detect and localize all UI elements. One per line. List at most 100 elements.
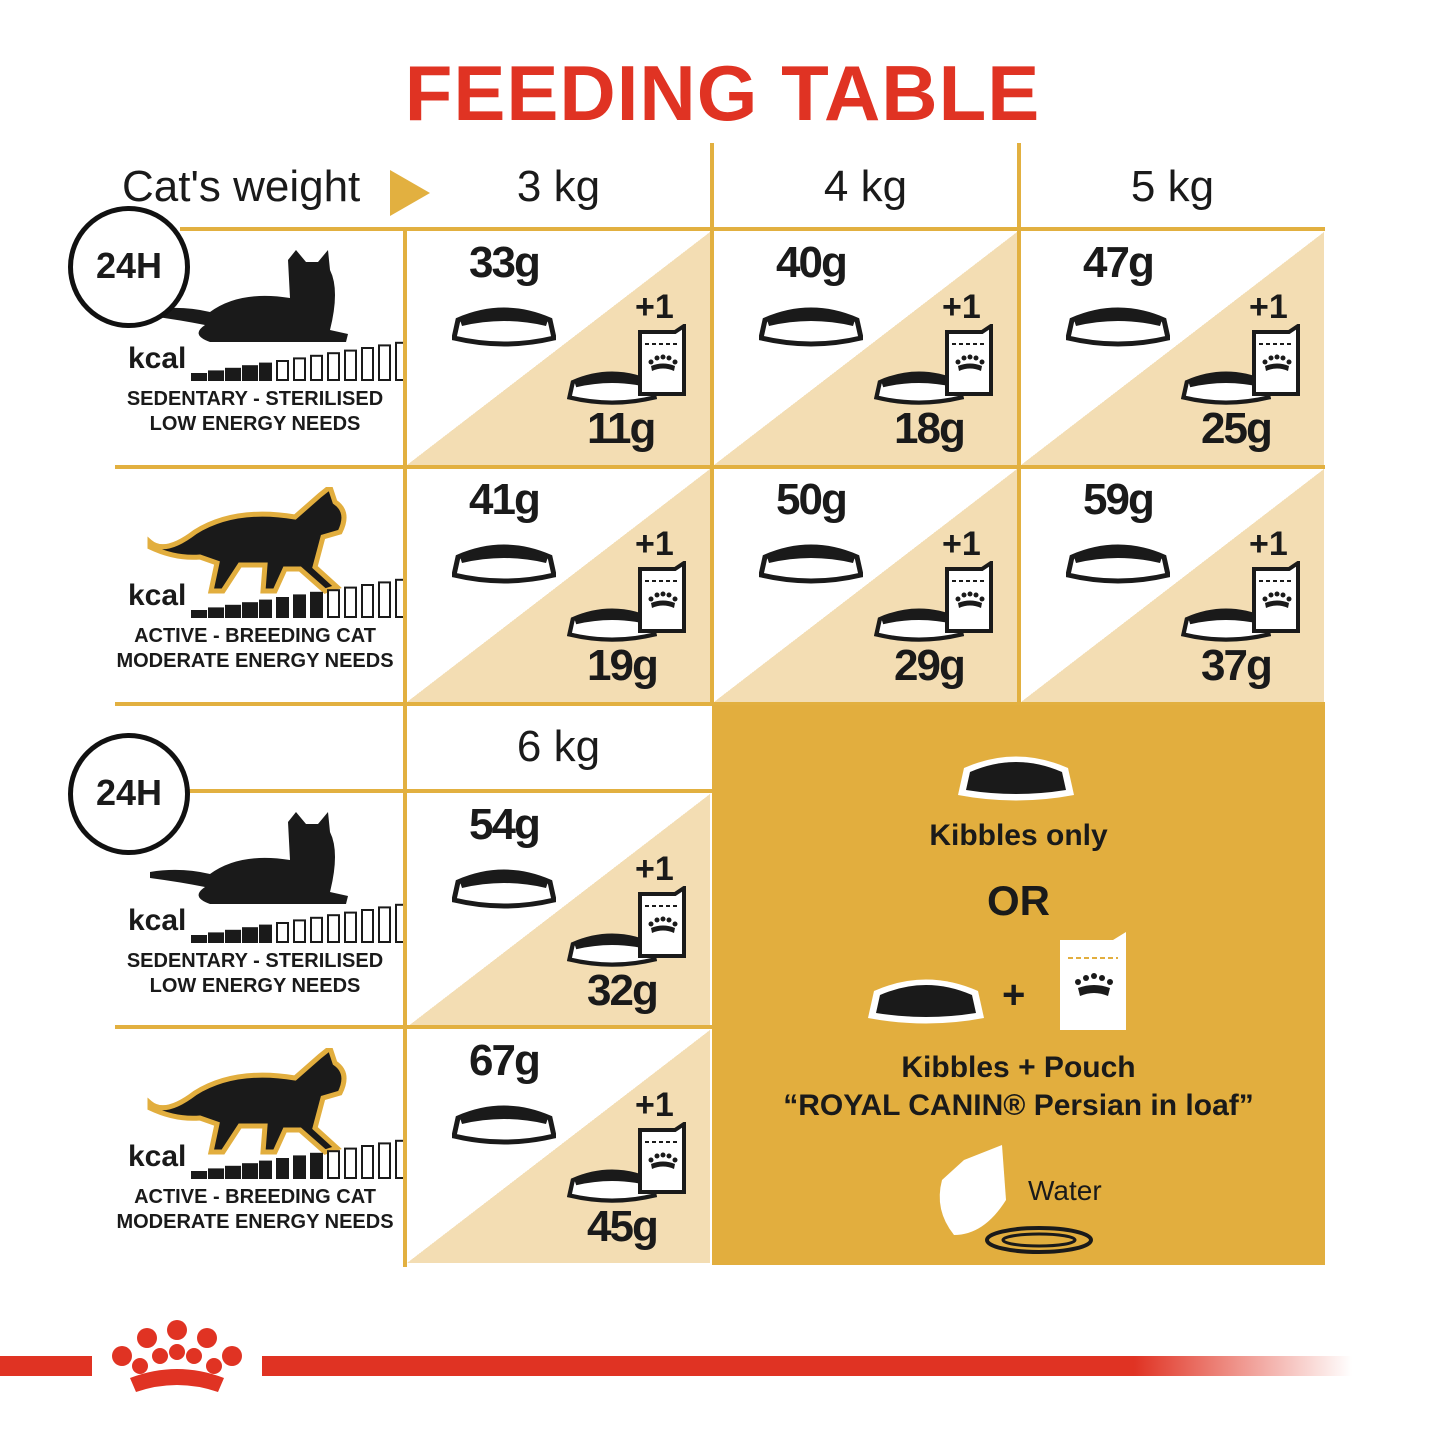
- profile-line2: MODERATE ENERGY NEEDS: [116, 1211, 394, 1233]
- weight-4kg: 4 kg: [823, 162, 908, 211]
- kcal-label: kcal: [128, 579, 187, 612]
- water-label: Water: [1028, 1175, 1102, 1206]
- grid-line: [115, 702, 1325, 706]
- plus-label: +: [1002, 973, 1026, 1017]
- kcal-label: kcal: [128, 1140, 187, 1173]
- kibble-bowl-icon: [451, 1092, 557, 1151]
- kibbles-with-pouch-amount: 25g: [1201, 404, 1273, 453]
- grid-line: [180, 227, 1325, 231]
- profile-line1: ACTIVE - BREEDING CAT: [134, 1186, 376, 1208]
- kibbles-with-pouch-amount: 32g: [587, 966, 659, 1015]
- kcal-label: kcal: [128, 904, 187, 937]
- weight-5kg: 5 kg: [1130, 162, 1215, 211]
- footer-red-line: [0, 1356, 92, 1376]
- cats-weight-label: Cat's weight: [122, 162, 361, 211]
- grid-line: [115, 465, 1325, 469]
- water-bowl-icon: [939, 1145, 1093, 1254]
- arrow-right-icon: [390, 170, 430, 216]
- pouch-icon: [637, 1120, 687, 1199]
- weight-3kg: 3 kg: [516, 162, 601, 211]
- plus-one-pouch: +1: [635, 1086, 674, 1124]
- walking-cat-icon: [145, 482, 355, 602]
- plus-one-pouch: +1: [635, 850, 674, 888]
- profile-line2: LOW ENERGY NEEDS: [149, 413, 361, 435]
- kibble-bowl-icon: [868, 979, 984, 1024]
- pouch-icon: [1251, 559, 1301, 638]
- kibbles-with-pouch-amount: 19g: [587, 641, 659, 690]
- kibbles-only-amount: 54g: [469, 800, 541, 849]
- kibble-bowl-icon: [1180, 597, 1272, 648]
- page-title: FEEDING TABLE: [404, 49, 1041, 137]
- grid-line: [1017, 143, 1021, 705]
- kibble-bowl-icon: [873, 360, 965, 411]
- profile-active: kcal ACTIVE - BREEDING CAT MODERATE ENER…: [110, 467, 425, 700]
- feeding-cell: 67g +1 45g: [407, 1030, 710, 1263]
- kibble-bowl-icon: [566, 597, 658, 648]
- kibble-bowl-icon: [1065, 531, 1171, 590]
- kibbles-with-pouch-amount: 11g: [587, 404, 656, 453]
- kibble-bowl-icon: [873, 597, 965, 648]
- pouch-icon: [944, 322, 994, 401]
- kibbles-only-amount: 67g: [469, 1036, 541, 1085]
- kibbles-only-amount: 59g: [1083, 475, 1155, 524]
- kibbles-pouch-label: Kibbles + Pouch: [901, 1051, 1136, 1084]
- profile-active: kcal ACTIVE - BREEDING CAT MODERATE ENER…: [110, 1028, 425, 1261]
- feeding-cell: 59g +1 37g: [1021, 469, 1324, 702]
- kibbles-with-pouch-amount: 37g: [1201, 641, 1273, 690]
- feeding-cell: 33g +1 11g: [407, 232, 710, 465]
- profile-line1: ACTIVE - BREEDING CAT: [134, 625, 376, 647]
- pouch-icon: [637, 884, 687, 963]
- lying-cat-icon: [150, 250, 360, 350]
- grid-line: [115, 789, 712, 793]
- energy-bars-icon: [190, 575, 450, 624]
- pouch-icon: [1251, 322, 1301, 401]
- kibbles-only-amount: 50g: [776, 475, 848, 524]
- kibble-bowl-icon: [566, 922, 658, 973]
- kibble-bowl-icon: [758, 294, 864, 353]
- kibbles-only-amount: 41g: [469, 475, 541, 524]
- plus-one-pouch: +1: [635, 525, 674, 563]
- grid-line: [710, 143, 714, 705]
- grid-line: [115, 1025, 712, 1029]
- kibble-bowl-icon: [566, 360, 658, 411]
- lying-cat-icon: [150, 812, 360, 912]
- clock-24h-icon: 24H: [68, 733, 190, 855]
- kibble-bowl-icon: [451, 856, 557, 915]
- pouch-icon: [637, 559, 687, 638]
- plus-one-pouch: +1: [942, 525, 981, 563]
- kibbles-with-pouch-amount: 45g: [587, 1202, 659, 1251]
- kibbles-with-pouch-amount: 18g: [894, 404, 966, 453]
- pouch-icon: [1060, 932, 1126, 1030]
- plus-one-pouch: +1: [1249, 525, 1288, 563]
- feeding-cell: 50g +1 29g: [714, 469, 1017, 702]
- feeding-cell: 40g +1 18g: [714, 232, 1017, 465]
- legend-panel: Kibbles only OR + Kibbles + Pouch “ROYAL…: [712, 705, 1325, 1265]
- plus-one-pouch: +1: [1249, 288, 1288, 326]
- profile-sedentary: kcal SEDENTARY - STERILISED LOW ENERGY N…: [110, 792, 425, 1025]
- kibbles-with-pouch-amount: 29g: [894, 641, 966, 690]
- plus-one-pouch: +1: [635, 288, 674, 326]
- plus-one-pouch: +1: [942, 288, 981, 326]
- or-label: OR: [987, 877, 1050, 924]
- kibble-bowl-icon: [451, 294, 557, 353]
- profile-line2: LOW ENERGY NEEDS: [149, 975, 361, 997]
- grid-line: [403, 230, 407, 1267]
- profile-line1: SEDENTARY - STERILISED: [126, 388, 384, 410]
- kibble-bowl-icon: [1180, 360, 1272, 411]
- pouch-icon: [637, 322, 687, 401]
- energy-bars-icon: [190, 338, 450, 387]
- kibbles-only-label: Kibbles only: [929, 819, 1108, 852]
- kibbles-only-amount: 33g: [469, 238, 541, 287]
- kibble-bowl-icon: [451, 531, 557, 590]
- kibble-bowl-icon: [566, 1158, 658, 1209]
- kibbles-only-amount: 40g: [776, 238, 848, 287]
- feeding-cell: 47g +1 25g: [1021, 232, 1324, 465]
- profile-line1: SEDENTARY - STERILISED: [126, 950, 384, 972]
- clock-24h-icon: 24H: [68, 206, 190, 328]
- product-label: “ROYAL CANIN® Persian in loaf”: [783, 1089, 1254, 1122]
- kcal-label: kcal: [128, 342, 187, 375]
- kibble-bowl-icon: [1065, 294, 1171, 353]
- kibble-bowl-icon: [958, 756, 1074, 801]
- pouch-icon: [944, 559, 994, 638]
- royal-canin-crown-logo: [112, 1320, 242, 1392]
